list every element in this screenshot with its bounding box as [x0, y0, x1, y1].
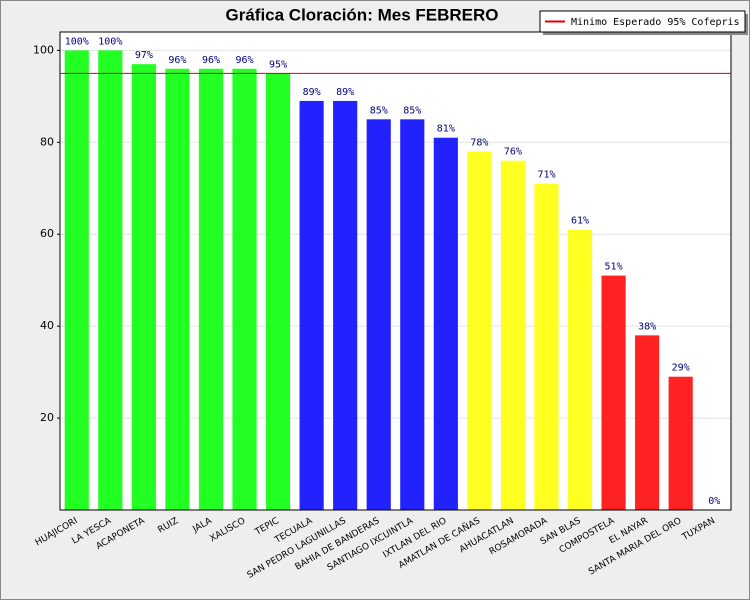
plot-area: [60, 32, 731, 510]
value-label: 100%: [98, 36, 122, 47]
value-label: 96%: [202, 55, 220, 66]
bar: [635, 335, 660, 510]
value-label: 29%: [672, 363, 690, 374]
bar: [366, 119, 391, 511]
bar: [232, 68, 257, 511]
bar: [668, 376, 693, 510]
value-label: 61%: [571, 216, 589, 227]
bar: [265, 73, 291, 510]
bar: [198, 68, 224, 511]
bar: [98, 50, 123, 511]
value-label: 85%: [370, 105, 388, 116]
value-label: 85%: [403, 105, 421, 116]
value-label: 89%: [336, 87, 354, 98]
value-label: 78%: [470, 138, 488, 149]
y-tick-label: 20: [40, 411, 54, 424]
value-label: 96%: [168, 55, 186, 66]
bar: [400, 119, 425, 511]
chart-title: Gráfica Cloración: Mes FEBRERO: [225, 5, 498, 24]
value-label: 95%: [269, 59, 287, 70]
bar: [64, 50, 89, 511]
bar: [131, 64, 156, 510]
y-tick-label: 40: [40, 319, 54, 332]
bar: [534, 183, 559, 510]
legend: [539, 10, 746, 33]
bar: [333, 100, 358, 510]
bar: [500, 160, 526, 510]
value-label: 89%: [303, 87, 321, 98]
bar: [433, 137, 458, 510]
value-label: 51%: [605, 262, 623, 273]
value-label: 0%: [708, 496, 720, 507]
value-label: 38%: [638, 321, 656, 332]
y-tick-label: 60: [40, 227, 54, 240]
bar: [165, 68, 190, 511]
legend-label: Minimo Esperado 95% Cofepris: [571, 17, 740, 28]
value-label: 76%: [504, 147, 522, 158]
y-tick-label: 80: [40, 135, 54, 148]
value-label: 100%: [65, 36, 89, 47]
y-tick-label: 100: [33, 43, 54, 56]
value-label: 71%: [537, 170, 555, 181]
bar: [467, 151, 492, 510]
bar: [567, 229, 593, 510]
value-label: 96%: [235, 55, 253, 66]
bar: [299, 100, 324, 510]
plot-frame: [59, 31, 732, 511]
value-label: 97%: [135, 50, 153, 61]
bar: [601, 275, 626, 510]
value-label: 81%: [437, 124, 455, 135]
